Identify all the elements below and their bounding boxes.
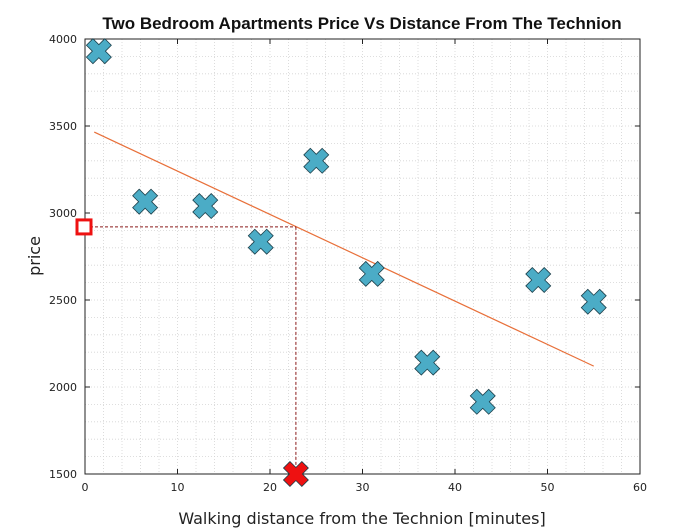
data-points [85, 38, 607, 415]
prediction-price-marker [75, 218, 93, 236]
axis-ticks: 0 10 20 30 40 50 60 1500 2000 2500 3000 3500 4000 [49, 33, 647, 494]
grid [85, 39, 640, 474]
x-tick-label: 50 [541, 481, 555, 494]
y-axis-label: price [25, 236, 44, 276]
data-point [247, 228, 274, 255]
x-tick-label: 20 [263, 481, 277, 494]
data-point [414, 349, 441, 376]
x-tick-label: 60 [633, 481, 647, 494]
prediction-group [75, 218, 309, 488]
x-tick-label: 0 [82, 481, 89, 494]
y-tick-label: 4000 [49, 33, 77, 46]
data-point [580, 288, 607, 315]
y-tick-label: 1500 [49, 468, 77, 481]
prediction-distance-marker [282, 460, 309, 488]
data-point [132, 188, 159, 215]
data-point [469, 388, 496, 415]
y-tick-label: 3000 [49, 207, 77, 220]
y-tick-label: 2000 [49, 381, 77, 394]
fit-line-group [93, 131, 595, 367]
data-point [525, 266, 552, 294]
data-point [85, 38, 112, 65]
y-tick-label: 2500 [49, 294, 77, 307]
data-point [358, 260, 385, 287]
data-point [192, 193, 219, 220]
x-tick-label: 40 [448, 481, 462, 494]
fit-line [93, 131, 595, 367]
chart-title: Two Bedroom Apartments Price Vs Distance… [102, 14, 621, 33]
x-tick-label: 10 [171, 481, 185, 494]
x-tick-label: 30 [356, 481, 370, 494]
x-axis-label: Walking distance from the Technion [minu… [178, 509, 545, 528]
data-point [303, 147, 330, 174]
y-tick-label: 3500 [49, 120, 77, 133]
